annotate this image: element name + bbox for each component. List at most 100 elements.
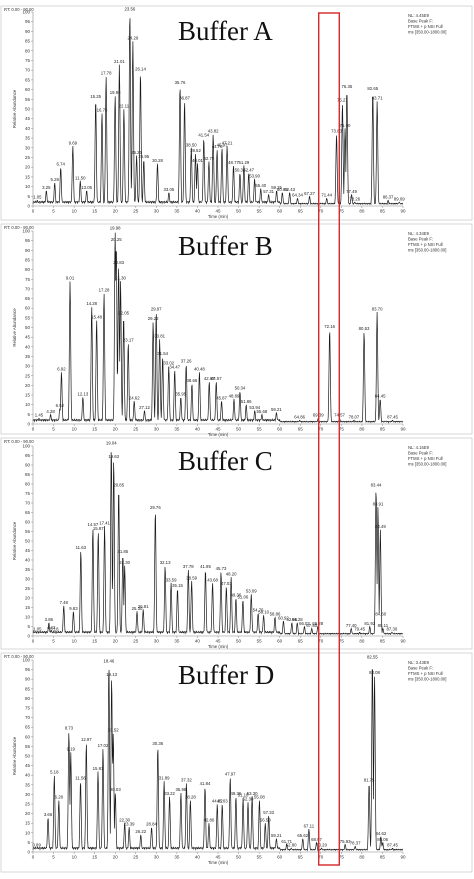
x-tick-label: 90: [400, 639, 406, 644]
peak-label: 49.36: [231, 791, 242, 796]
y-tick-label: 15: [25, 605, 31, 610]
peak-label: 62.96: [286, 617, 297, 622]
y-tick-label: 70: [25, 286, 31, 291]
peak-label: 6.52: [56, 403, 65, 408]
peak-label: 72.16: [324, 324, 335, 329]
y-tick-label: 30: [25, 145, 31, 150]
peak-label: 37.78: [183, 564, 194, 569]
scan-meta-line: FTMS + p NSI Full: [408, 24, 443, 29]
x-tick-label: 50: [236, 855, 242, 860]
peak-label: 22.05: [118, 310, 129, 315]
y-tick-label: 90: [25, 677, 31, 682]
peak-label: 26.95: [138, 154, 149, 159]
peak-label: 17.28: [99, 287, 110, 292]
peak-label: 17.78: [101, 71, 112, 76]
x-tick-label: 35: [174, 209, 180, 214]
peak-label: 44.57: [211, 376, 222, 381]
peak-label: 25.20: [131, 150, 142, 155]
peak-label: 67.80: [306, 623, 317, 628]
peak-label: 3.66: [44, 812, 53, 817]
x-tick-label: 50: [236, 639, 242, 644]
peak-label: 4.42: [47, 625, 56, 630]
scan-meta-line: ms [350.00-1800.00]: [408, 462, 446, 467]
x-tick-label: 25: [133, 855, 139, 860]
peak-label: 21.01: [114, 59, 125, 64]
peak-label: 29.76: [150, 505, 161, 510]
y-tick-label: 0: [27, 204, 30, 209]
chromatogram-trace: [32, 18, 404, 206]
y-tick-label: 0: [27, 634, 30, 639]
chromatogram-trace: [32, 232, 404, 424]
peak-label: 23.56: [124, 7, 135, 12]
x-tick-label: 40: [195, 427, 201, 432]
y-tick-label: 95: [25, 453, 31, 458]
peak-label: 19.98: [110, 226, 121, 231]
x-tick-label: 90: [400, 209, 406, 214]
peak-label: 60.65: [277, 187, 288, 192]
x-tick-label: 0: [32, 855, 35, 860]
x-tick-label: 30: [154, 639, 160, 644]
y-tick-label: 40: [25, 126, 31, 131]
peak-label: 23.39: [124, 822, 135, 827]
peak-label: 56.10: [258, 610, 269, 615]
x-tick-label: 0: [32, 209, 35, 214]
y-axis-label: Relative Abundance: [12, 736, 17, 775]
scan-meta-line: Base Peak F:: [408, 237, 433, 242]
y-tick-label: 55: [25, 529, 31, 534]
y-tick-label: 75: [25, 706, 31, 711]
peak-label: 21.85: [117, 549, 128, 554]
peak-label: 50.34: [235, 168, 246, 173]
y-tick-label: 80: [25, 267, 31, 272]
peak-label: 35.76: [175, 80, 186, 85]
peak-label: 34.47: [169, 364, 180, 369]
peak-label: 79.45: [354, 627, 365, 632]
peak-label: 58.86: [270, 612, 281, 617]
y-tick-label: 95: [25, 238, 31, 243]
peak-label: 77.49: [346, 189, 357, 194]
peak-label: 78.07: [349, 415, 360, 420]
y-tick-label: 5: [27, 412, 30, 417]
y-tick-label: 65: [25, 77, 31, 82]
highlight-region-box: [318, 12, 340, 866]
y-tick-label: 95: [25, 19, 31, 24]
peak-label: 17.41: [99, 520, 110, 525]
peak-label: 84.49: [375, 524, 386, 529]
peak-label: 45.97: [217, 142, 228, 147]
scan-meta-line: Base Peak F:: [408, 451, 433, 456]
peak-label: 44.78: [212, 144, 223, 149]
peak-label: 14.28: [86, 301, 97, 306]
y-tick-label: 60: [25, 306, 31, 311]
scan-meta-line: NL: 3.43E9: [408, 660, 430, 665]
peak-label: 41.95: [200, 564, 211, 569]
scan-meta-line: ms [350.00-1800.00]: [408, 248, 446, 253]
scan-meta-line: FTMS + p NSI Full: [408, 671, 443, 676]
y-tick-label: 0: [27, 422, 30, 427]
panel-title: Buffer D: [178, 660, 274, 690]
y-tick-label: 75: [25, 58, 31, 63]
peak-label: 9.01: [66, 276, 75, 281]
panel-title: Buffer B: [178, 231, 273, 261]
peak-label: 75.27: [337, 98, 348, 103]
peak-label: 32.13: [160, 560, 171, 565]
peak-label: 84.62: [375, 831, 386, 836]
peak-label: 22.30: [119, 560, 130, 565]
y-tick-label: 60: [25, 734, 31, 739]
peak-label: 35.15: [172, 583, 183, 588]
peak-label: 33.59: [166, 577, 177, 582]
peak-label: 19.98: [110, 90, 121, 95]
x-tick-label: 90: [400, 855, 406, 860]
peak-label: 83.71: [372, 96, 383, 101]
y-tick-label: 100: [22, 658, 30, 663]
y-tick-label: 55: [25, 744, 31, 749]
peak-label: 1.45: [35, 413, 44, 418]
peak-label: 26.14: [135, 67, 146, 72]
rt-range-header: RT: 0.00 - 90.00: [4, 225, 34, 230]
peak-label: 75.90: [340, 123, 351, 128]
peak-label: 21.30: [115, 276, 126, 281]
y-tick-label: 80: [25, 482, 31, 487]
peak-label: 71.44: [321, 193, 332, 198]
y-tick-label: 15: [25, 821, 31, 826]
peak-label: 64.86: [294, 415, 305, 420]
